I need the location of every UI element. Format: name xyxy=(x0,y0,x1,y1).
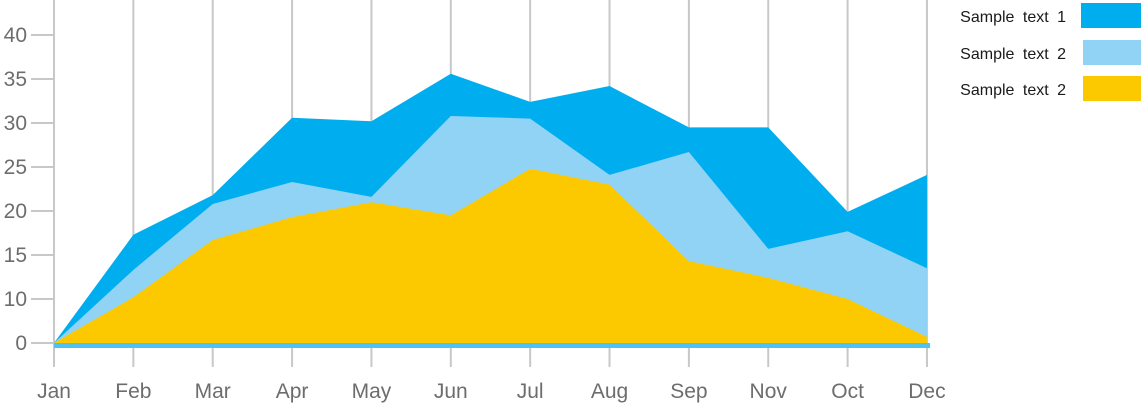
x-tick-label: Nov xyxy=(750,380,788,403)
y-tick-label: 10 xyxy=(4,288,27,311)
legend-swatch xyxy=(1081,3,1141,28)
legend-swatch xyxy=(1083,76,1141,101)
x-tick-label: Jul xyxy=(517,380,544,403)
legend-label: Sample text 1 xyxy=(960,9,1066,26)
series-areas xyxy=(54,73,927,344)
x-tick-label: Aug xyxy=(591,380,628,403)
legend-swatch xyxy=(1083,40,1141,65)
x-tick-label: Apr xyxy=(276,380,309,403)
y-tick-label: 35 xyxy=(4,68,27,91)
y-tick-label: 15 xyxy=(4,244,27,267)
y-tick-label: 0 xyxy=(15,332,27,355)
legend: Sample text 1 Sample text 2 Sample text 2 xyxy=(960,3,1141,101)
x-tick-label: Mar xyxy=(195,380,231,403)
y-tick-label: 25 xyxy=(4,156,27,179)
y-tick-label: 30 xyxy=(4,112,27,135)
baseline-bar xyxy=(54,343,930,348)
x-tick-label: Oct xyxy=(831,380,864,403)
x-tick-label: Dec xyxy=(908,380,945,403)
y-tick-label: 20 xyxy=(4,200,27,223)
x-tick-label: May xyxy=(352,380,392,403)
axes: Jan Feb Mar Apr May Jun Jul Aug Sep Nov Oct Dec 0 10 1… xyxy=(4,24,946,403)
series-area-3 xyxy=(54,168,927,343)
y-tick-label: 40 xyxy=(4,24,27,47)
x-tick-label: Jan xyxy=(37,380,71,403)
x-tick-label: Jun xyxy=(434,380,468,403)
legend-label: Sample text 2 xyxy=(960,82,1066,99)
x-tick-label: Sep xyxy=(670,380,707,403)
legend-label: Sample text 2 xyxy=(960,46,1066,63)
x-tick-label: Feb xyxy=(115,380,151,403)
